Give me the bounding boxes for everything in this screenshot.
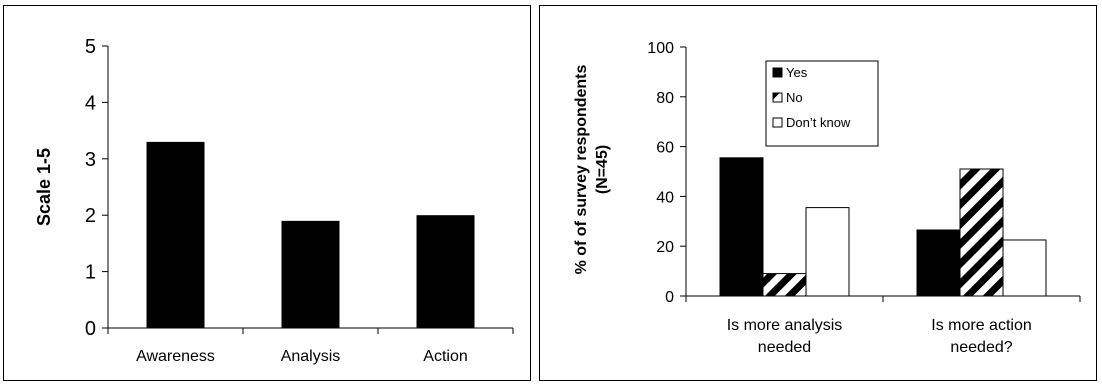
legend-swatch-white: [772, 117, 783, 128]
legend-box: [765, 60, 879, 147]
legend-swatch-solid: [772, 67, 783, 78]
x-tick-label: Is more action needed?: [931, 317, 1031, 356]
y-tick-label: 20: [656, 239, 674, 256]
y-tick-label: 0: [665, 289, 674, 306]
bar-solid-group-1: [719, 157, 764, 297]
bar-awareness: [146, 141, 205, 328]
x-tick-label: Analysis: [281, 348, 341, 365]
left-bar-chart: 0 1 2 3 4 5 Awareness Analysis Action Scale 1-5: [34, 36, 514, 365]
y-axis-title: % of of survey respondents (N=45): [573, 64, 611, 274]
right-chart-panel: 0 20 40 60 80 100 Is more analysis needed Is mor…: [539, 5, 1097, 381]
bar-analysis: [281, 220, 340, 328]
bar-hatch-group-1: [762, 273, 807, 297]
y-tick-label: 40: [656, 189, 674, 206]
bar-solid-group-2: [916, 229, 961, 297]
x-tick-label: Awareness: [136, 348, 215, 365]
y-tick-label: 1: [85, 262, 96, 284]
legend-label: Yes: [786, 65, 808, 80]
y-axis-title: Scale 1-5: [34, 148, 54, 226]
legend-swatch-hatch: [772, 92, 783, 103]
legend-label: No: [786, 90, 803, 105]
left-chart-panel: 0 1 2 3 4 5 Awareness Analysis Action Scale 1-5: [3, 5, 531, 381]
y-tick-label: 60: [656, 140, 674, 157]
y-tick-label: 80: [656, 90, 674, 107]
y-tick-label: 5: [85, 36, 96, 58]
y-tick-label: 2: [85, 205, 96, 227]
bar-action: [416, 215, 475, 328]
right-grouped-bar-chart: 0 20 40 60 80 100 Is more analysis needed Is mor…: [573, 40, 1081, 356]
bar-white-group-2: [1002, 239, 1047, 297]
x-tick-label: Is more analysis needed: [727, 317, 843, 356]
legend: Yes No Don’t know: [765, 60, 879, 147]
y-tick-label: 0: [85, 318, 96, 340]
y-tick-label: 4: [85, 92, 96, 114]
bar-white-group-1: [805, 207, 850, 297]
legend-label: Don’t know: [786, 115, 851, 130]
y-tick-label: 100: [647, 40, 674, 57]
x-tick-label: Action: [423, 348, 467, 365]
y-tick-label: 3: [85, 149, 96, 171]
bar-hatch-group-2: [959, 168, 1004, 297]
